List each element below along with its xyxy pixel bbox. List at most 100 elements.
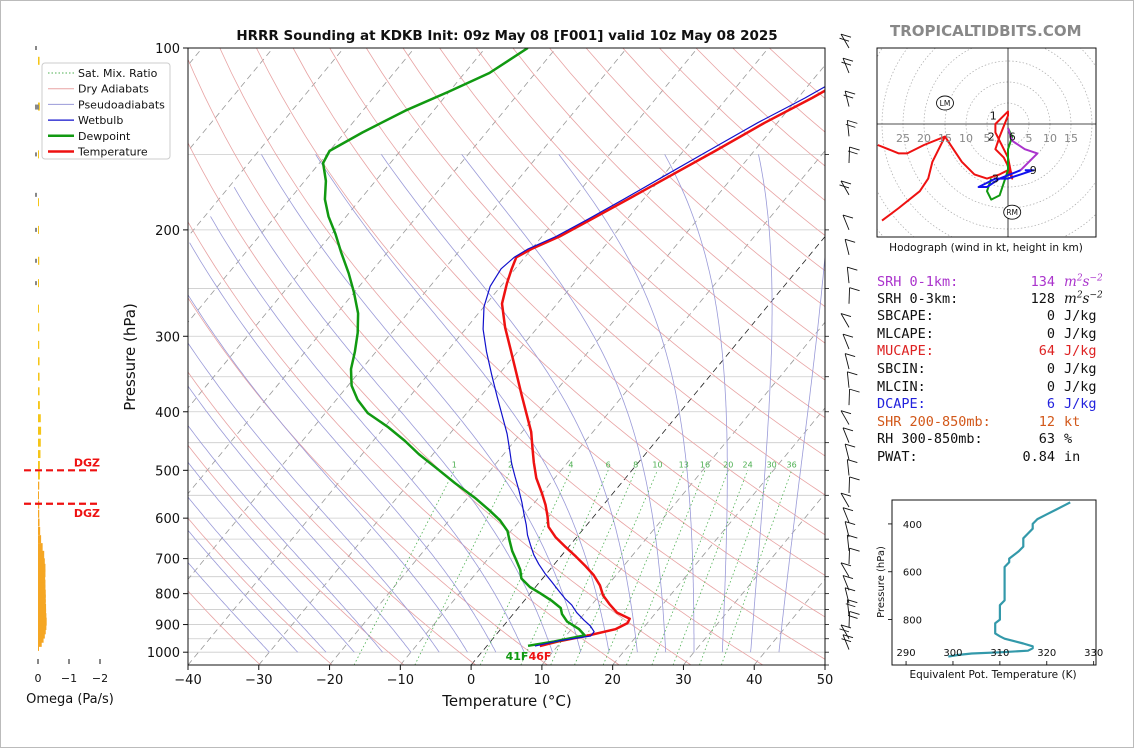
omega-bar bbox=[38, 642, 39, 651]
wind-barb-flag bbox=[847, 119, 858, 124]
unit-part: s bbox=[1082, 291, 1090, 308]
stat-row-shr: SHR 200-850mb: 12 kt bbox=[877, 414, 1080, 430]
stat-value: 128 bbox=[1030, 291, 1055, 308]
isotherm-line bbox=[188, 48, 557, 495]
theta-e-profile bbox=[948, 501, 1071, 658]
temperature-profile bbox=[500, 89, 825, 648]
omega-bar bbox=[38, 630, 45, 639]
isotherm-line bbox=[188, 48, 698, 665]
x-tick-label: 50 bbox=[817, 673, 834, 688]
wind-barb-flag bbox=[844, 587, 856, 592]
isotherm-line bbox=[612, 407, 825, 665]
legend-entry: Dewpoint bbox=[78, 130, 131, 143]
mixing-ratio-label: 8 bbox=[633, 460, 638, 469]
hodograph-height-label: 2 bbox=[988, 131, 995, 144]
y-tick-label: 600 bbox=[155, 512, 180, 527]
hodograph-caption: Hodograph (wind in kt, height in km) bbox=[889, 242, 1083, 254]
moist-adiabat bbox=[188, 294, 468, 653]
wind-barb-flag bbox=[844, 90, 856, 95]
hodograph-rings bbox=[877, 48, 1096, 237]
hodograph-ring-label: 20 bbox=[917, 132, 931, 145]
wind-barb bbox=[842, 507, 850, 523]
wind-barb bbox=[848, 146, 851, 164]
omega-bar bbox=[38, 471, 40, 480]
stat-row-dcape: DCAPE: 6 J/kg bbox=[877, 396, 1097, 412]
mixing-ratio-line bbox=[414, 470, 511, 665]
wind-barb bbox=[842, 634, 850, 650]
skewt-plot-border bbox=[187, 47, 826, 666]
wind-barb bbox=[844, 353, 850, 370]
mixing-ratio-line bbox=[550, 470, 637, 665]
wind-barb-flag bbox=[839, 628, 850, 633]
omega-bar bbox=[38, 526, 41, 535]
omega-bar bbox=[38, 56, 40, 65]
wind-barb-flag bbox=[840, 410, 852, 415]
moist-adiabat bbox=[210, 216, 525, 653]
wind-barb-flag bbox=[849, 146, 860, 151]
stat-label: SRH 0-3km: bbox=[877, 291, 959, 308]
theta-e-y-tick-label: 400 bbox=[903, 520, 922, 531]
theta-e-axes: 290 300 310 320 330 400 600 800 bbox=[888, 520, 1103, 665]
moist-adiabat bbox=[750, 154, 773, 653]
omega-marker bbox=[35, 227, 37, 232]
isotherm-line bbox=[329, 64, 825, 665]
legend-entry: Temperature bbox=[77, 146, 148, 159]
wind-barb bbox=[844, 443, 850, 460]
omega-bar bbox=[38, 387, 40, 396]
wind-barb bbox=[844, 521, 850, 538]
dry-adiabat bbox=[512, 48, 825, 344]
hodograph-segment bbox=[1007, 127, 1039, 171]
hodograph-height-label: 9 bbox=[1030, 164, 1037, 177]
storm-motion-marker bbox=[1003, 204, 1022, 220]
wind-barb bbox=[842, 427, 850, 443]
omega-bar bbox=[38, 608, 47, 617]
dry-adiabat bbox=[256, 48, 825, 618]
stat-value: 0 bbox=[1046, 308, 1055, 325]
stat-row-mlcape: MLCAPE: 0 J/kg bbox=[877, 326, 1097, 342]
stat-unit: m2s−2 bbox=[1064, 290, 1103, 308]
wind-barb-flag bbox=[840, 624, 852, 629]
omega-bar bbox=[38, 594, 46, 603]
mixing-ratio-line bbox=[353, 470, 455, 665]
hodograph-labels: 25 20 15 10 5 5 10 15 LM RM 1 2 6 3 9 bbox=[896, 95, 1078, 220]
legend-entry: Pseudoadiabats bbox=[78, 98, 165, 111]
hodograph-height-label: 6 bbox=[1009, 131, 1016, 144]
omega-bar bbox=[38, 401, 40, 410]
omega-bar bbox=[38, 584, 46, 593]
skewt-profiles bbox=[321, 48, 825, 648]
wind-barb-flag bbox=[841, 61, 852, 66]
theta-e-x-tick-label: 310 bbox=[990, 648, 1009, 659]
y-tick-label: 300 bbox=[155, 330, 180, 345]
wind-barb-flag bbox=[845, 123, 856, 128]
stat-label: PWAT: bbox=[877, 449, 918, 465]
omega-bar bbox=[38, 438, 41, 447]
wind-barb bbox=[844, 587, 850, 604]
stat-row-sbcape: SBCAPE: 0 J/kg bbox=[877, 308, 1097, 324]
wind-barb bbox=[840, 313, 850, 328]
stat-unit: % bbox=[1064, 431, 1073, 448]
omega-tick-label: −2 bbox=[92, 672, 108, 685]
surface-value-labels: 41F 46F bbox=[506, 650, 552, 663]
wind-barb bbox=[846, 459, 850, 476]
dry-adiabat bbox=[188, 590, 261, 665]
omega-axis-label: Omega (Pa/s) bbox=[26, 692, 114, 707]
stat-unit: J/kg bbox=[1064, 378, 1097, 395]
x-tick-label: −20 bbox=[316, 673, 343, 688]
y-tick-label: 700 bbox=[155, 553, 180, 568]
dry-adiabat bbox=[365, 48, 825, 496]
wind-barb-flag bbox=[847, 459, 858, 464]
legend-entry: Sat. Mix. Ratio bbox=[78, 67, 158, 80]
wind-barb-flag bbox=[847, 150, 858, 155]
theta-e-x-tick-label: 330 bbox=[1084, 648, 1103, 659]
theta-e-border bbox=[891, 499, 1097, 666]
unit-sup: −2 bbox=[1089, 290, 1103, 301]
theta-e-y-tick-label: 800 bbox=[903, 616, 922, 627]
omega-bar bbox=[38, 638, 42, 647]
theta-e-x-label: Equivalent Pot. Temperature (K) bbox=[909, 669, 1076, 681]
legend-entry: Wetbulb bbox=[78, 114, 123, 127]
wind-barb-flag bbox=[845, 603, 856, 608]
mixing-ratio-line bbox=[721, 470, 793, 665]
hodograph-segment bbox=[986, 127, 1014, 201]
mixing-ratio-line bbox=[602, 470, 685, 665]
omega-bar bbox=[38, 579, 46, 588]
